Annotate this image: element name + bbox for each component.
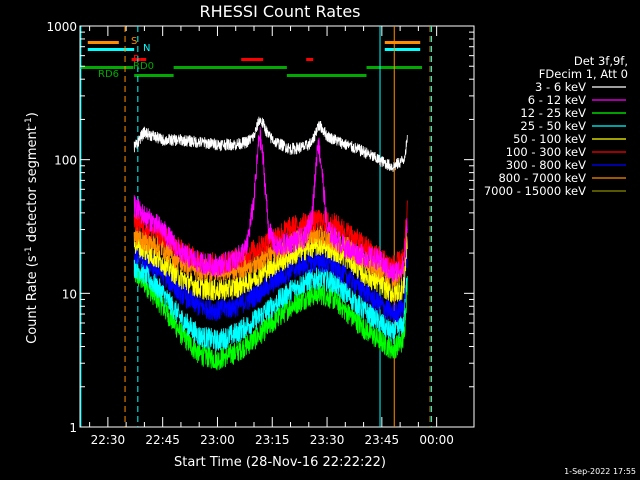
- flag-label-s: S: [131, 36, 137, 47]
- plot-frame: [79, 25, 475, 428]
- legend-entry-label: 7000 - 15000 keV: [484, 184, 586, 198]
- legend-header-line1: Det 3f,9f,: [574, 54, 628, 68]
- x-tick-label: 23:15: [255, 433, 290, 447]
- legend-entry-label: 100 - 300 keV: [506, 145, 586, 159]
- flag-labels: S N F RD0 RD6: [98, 36, 154, 80]
- y-tick-label: 1000: [46, 20, 77, 34]
- flag-label-rd6: RD6: [98, 69, 119, 80]
- legend-entry-label: 50 - 100 keV: [513, 132, 586, 146]
- flag-label-rd0: RD0: [133, 61, 154, 72]
- legend-entry-label: 800 - 7000 keV: [498, 171, 586, 185]
- legend-entry-label: 12 - 25 keV: [520, 106, 586, 120]
- flag-label-n: N: [143, 43, 150, 54]
- legend-entry-label: 6 - 12 keV: [528, 93, 586, 107]
- flag-bar-s: [87, 41, 119, 44]
- flag-bar-f: [140, 58, 147, 61]
- flag-bar-f: [306, 58, 314, 61]
- y-axis-ticks: 1 10 100 1000: [46, 20, 474, 435]
- flag-bar-rd0: [80, 66, 134, 69]
- x-tick-label: 23:45: [365, 433, 400, 447]
- y-tick-label: 10: [62, 287, 77, 301]
- flag-bar-rd6: [286, 74, 367, 77]
- flag-bar-f: [241, 58, 264, 61]
- flag-bar-s: [384, 41, 421, 44]
- series-line-0: [133, 116, 408, 172]
- x-tick-label: 23:30: [310, 433, 345, 447]
- legend-entry-label: 300 - 800 keV: [506, 158, 586, 172]
- legend-entry-label: 3 - 6 keV: [535, 80, 586, 94]
- chart-title: RHESSI Count Rates: [200, 2, 361, 21]
- flag-label-f: F: [133, 54, 139, 65]
- series-line-1: [133, 126, 408, 283]
- x-tick-label: 00:00: [419, 433, 454, 447]
- attenuator-markers: [80, 26, 433, 427]
- series-line-4: [133, 232, 408, 303]
- legend-header-line2: FDecim 1, Att 0: [539, 67, 628, 81]
- flag-bar-rd6: [134, 74, 174, 77]
- series-line-2: [133, 263, 408, 371]
- series-line-3: [133, 257, 408, 352]
- plot-area: 1 10 100 1000 22:30 22:45 23:00 23:15 23:30 23:4…: [46, 20, 475, 447]
- x-tick-label: 22:30: [91, 433, 126, 447]
- x-tick-label: 22:45: [145, 433, 180, 447]
- flag-bar-n: [384, 48, 421, 51]
- flag-bar-rd0: [173, 66, 287, 69]
- series-group: [133, 116, 408, 371]
- x-tick-label: 23:00: [200, 433, 235, 447]
- legend-entry-label: 25 - 50 keV: [520, 119, 586, 133]
- y-tick-label: 100: [54, 154, 77, 168]
- x-axis-label: Start Time (28-Nov-16 22:22:22): [174, 455, 386, 470]
- flag-bar-n: [87, 48, 135, 51]
- y-tick-label: 1: [69, 421, 77, 435]
- y-axis-label: Count Rate (s-1 detector segment-1): [24, 112, 40, 344]
- flag-bar-f: [131, 58, 141, 61]
- timestamp: 1-Sep-2022 17:55: [564, 467, 636, 476]
- x-axis-ticks: 22:30 22:45 23:00 23:15 23:30 23:45 00:00: [89, 26, 454, 447]
